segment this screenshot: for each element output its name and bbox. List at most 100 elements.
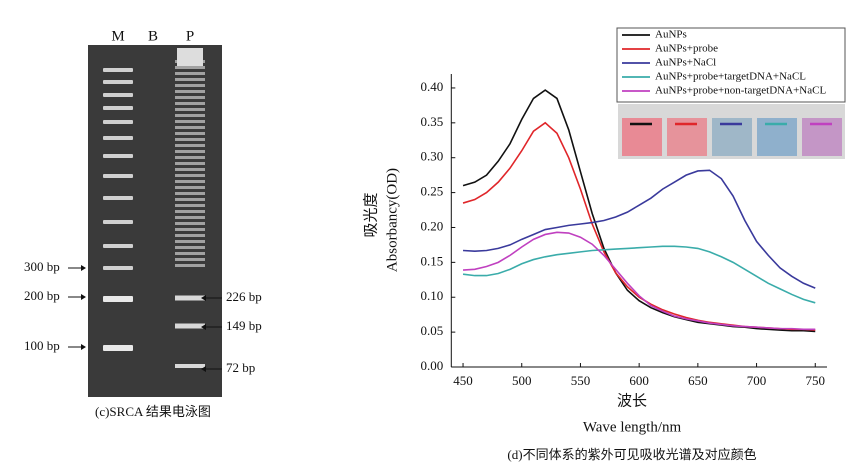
band (175, 204, 205, 207)
y-tick-label: 0.00 (421, 358, 444, 373)
band (175, 364, 205, 368)
band (103, 136, 133, 140)
x-tick-label: 700 (747, 373, 767, 388)
arrow-head (201, 366, 206, 372)
legend-label: AuNPs+NaCl (655, 57, 716, 69)
band (175, 162, 205, 165)
gel-bands (103, 48, 205, 368)
x-tick-label: 600 (629, 373, 649, 388)
band (103, 106, 133, 110)
series-line (462, 169, 816, 289)
band (175, 264, 205, 267)
marker-label: 226 bp (226, 289, 262, 304)
band (175, 198, 205, 201)
band (103, 120, 133, 124)
band (175, 108, 205, 111)
band (103, 196, 133, 200)
x-axis-label: Wave length/nm (583, 419, 682, 435)
series-line (462, 231, 816, 331)
y-tick-label: 0.15 (421, 253, 444, 268)
marker-label: 300 bp (24, 259, 60, 274)
y-axis-label-cn: 吸光度 (362, 192, 379, 237)
band (175, 252, 205, 255)
y-tick-label: 0.10 (421, 288, 444, 303)
band (103, 93, 133, 97)
marker-label: 200 bp (24, 288, 60, 303)
band (175, 102, 205, 105)
band (175, 72, 205, 75)
band (175, 228, 205, 231)
band (175, 295, 205, 301)
band (175, 168, 205, 171)
arrow-head (81, 294, 86, 300)
gel-caption: (c)SRCA 结果电泳图 (95, 404, 211, 419)
arrow-head (201, 324, 206, 330)
band (175, 156, 205, 159)
band (103, 244, 133, 248)
band (175, 246, 205, 249)
series-line (462, 245, 816, 304)
legend-label: AuNPs+probe+non-targetDNA+NaCL (655, 85, 826, 97)
lane-label: B (148, 28, 158, 44)
x-tick-label: 450 (453, 373, 473, 388)
band (175, 138, 205, 141)
arrow-head (201, 295, 206, 301)
band (175, 126, 205, 129)
arrow-head (81, 344, 86, 350)
y-tick-label: 0.20 (421, 218, 444, 233)
band (103, 296, 133, 302)
marker-label: 100 bp (24, 338, 60, 353)
band (175, 150, 205, 153)
x-tick-label: 750 (806, 373, 826, 388)
legend-box (616, 27, 846, 103)
band (175, 258, 205, 261)
band (175, 216, 205, 219)
y-axis-label: Absorbancy(OD) (384, 168, 400, 272)
band (175, 180, 205, 183)
y-tick-label: 0.25 (421, 184, 444, 199)
band (103, 154, 133, 158)
chart-caption: (d)不同体系的紫外可见吸收光谱及对应颜色 (507, 447, 756, 462)
band (175, 210, 205, 213)
legend-label: AuNPs (655, 29, 687, 41)
legend-label: AuNPs+probe (655, 43, 718, 55)
band (175, 66, 205, 69)
band (175, 114, 205, 117)
y-tick-label: 0.35 (421, 114, 444, 129)
marker-label: 149 bp (226, 318, 262, 333)
band (103, 220, 133, 224)
arrow-head (81, 265, 86, 271)
band (103, 266, 133, 270)
x-axis-label-cn: 波长 (617, 392, 647, 409)
band (175, 174, 205, 177)
band (175, 192, 205, 195)
band (103, 80, 133, 84)
y-tick-label: 0.05 (421, 323, 444, 338)
legend-label: AuNPs+probe+targetDNA+NaCL (655, 71, 806, 83)
y-tick-label: 0.40 (421, 79, 444, 94)
band (175, 144, 205, 147)
band (175, 90, 205, 93)
x-tick-label: 650 (688, 373, 708, 388)
band (175, 186, 205, 189)
band (175, 323, 205, 329)
inset-photo (618, 104, 845, 159)
x-tick-label: 550 (571, 373, 591, 388)
lane-label: P (186, 28, 194, 44)
band (103, 174, 133, 178)
band (175, 78, 205, 81)
band (175, 240, 205, 243)
lane-label: M (111, 28, 124, 44)
band (175, 132, 205, 135)
x-tick-label: 500 (512, 373, 532, 388)
marker-label: 72 bp (226, 360, 255, 375)
band (175, 96, 205, 99)
band (177, 48, 203, 66)
y-tick-label: 0.30 (421, 149, 444, 164)
band (175, 222, 205, 225)
band (175, 234, 205, 237)
series-line (462, 89, 816, 333)
band (103, 345, 133, 351)
